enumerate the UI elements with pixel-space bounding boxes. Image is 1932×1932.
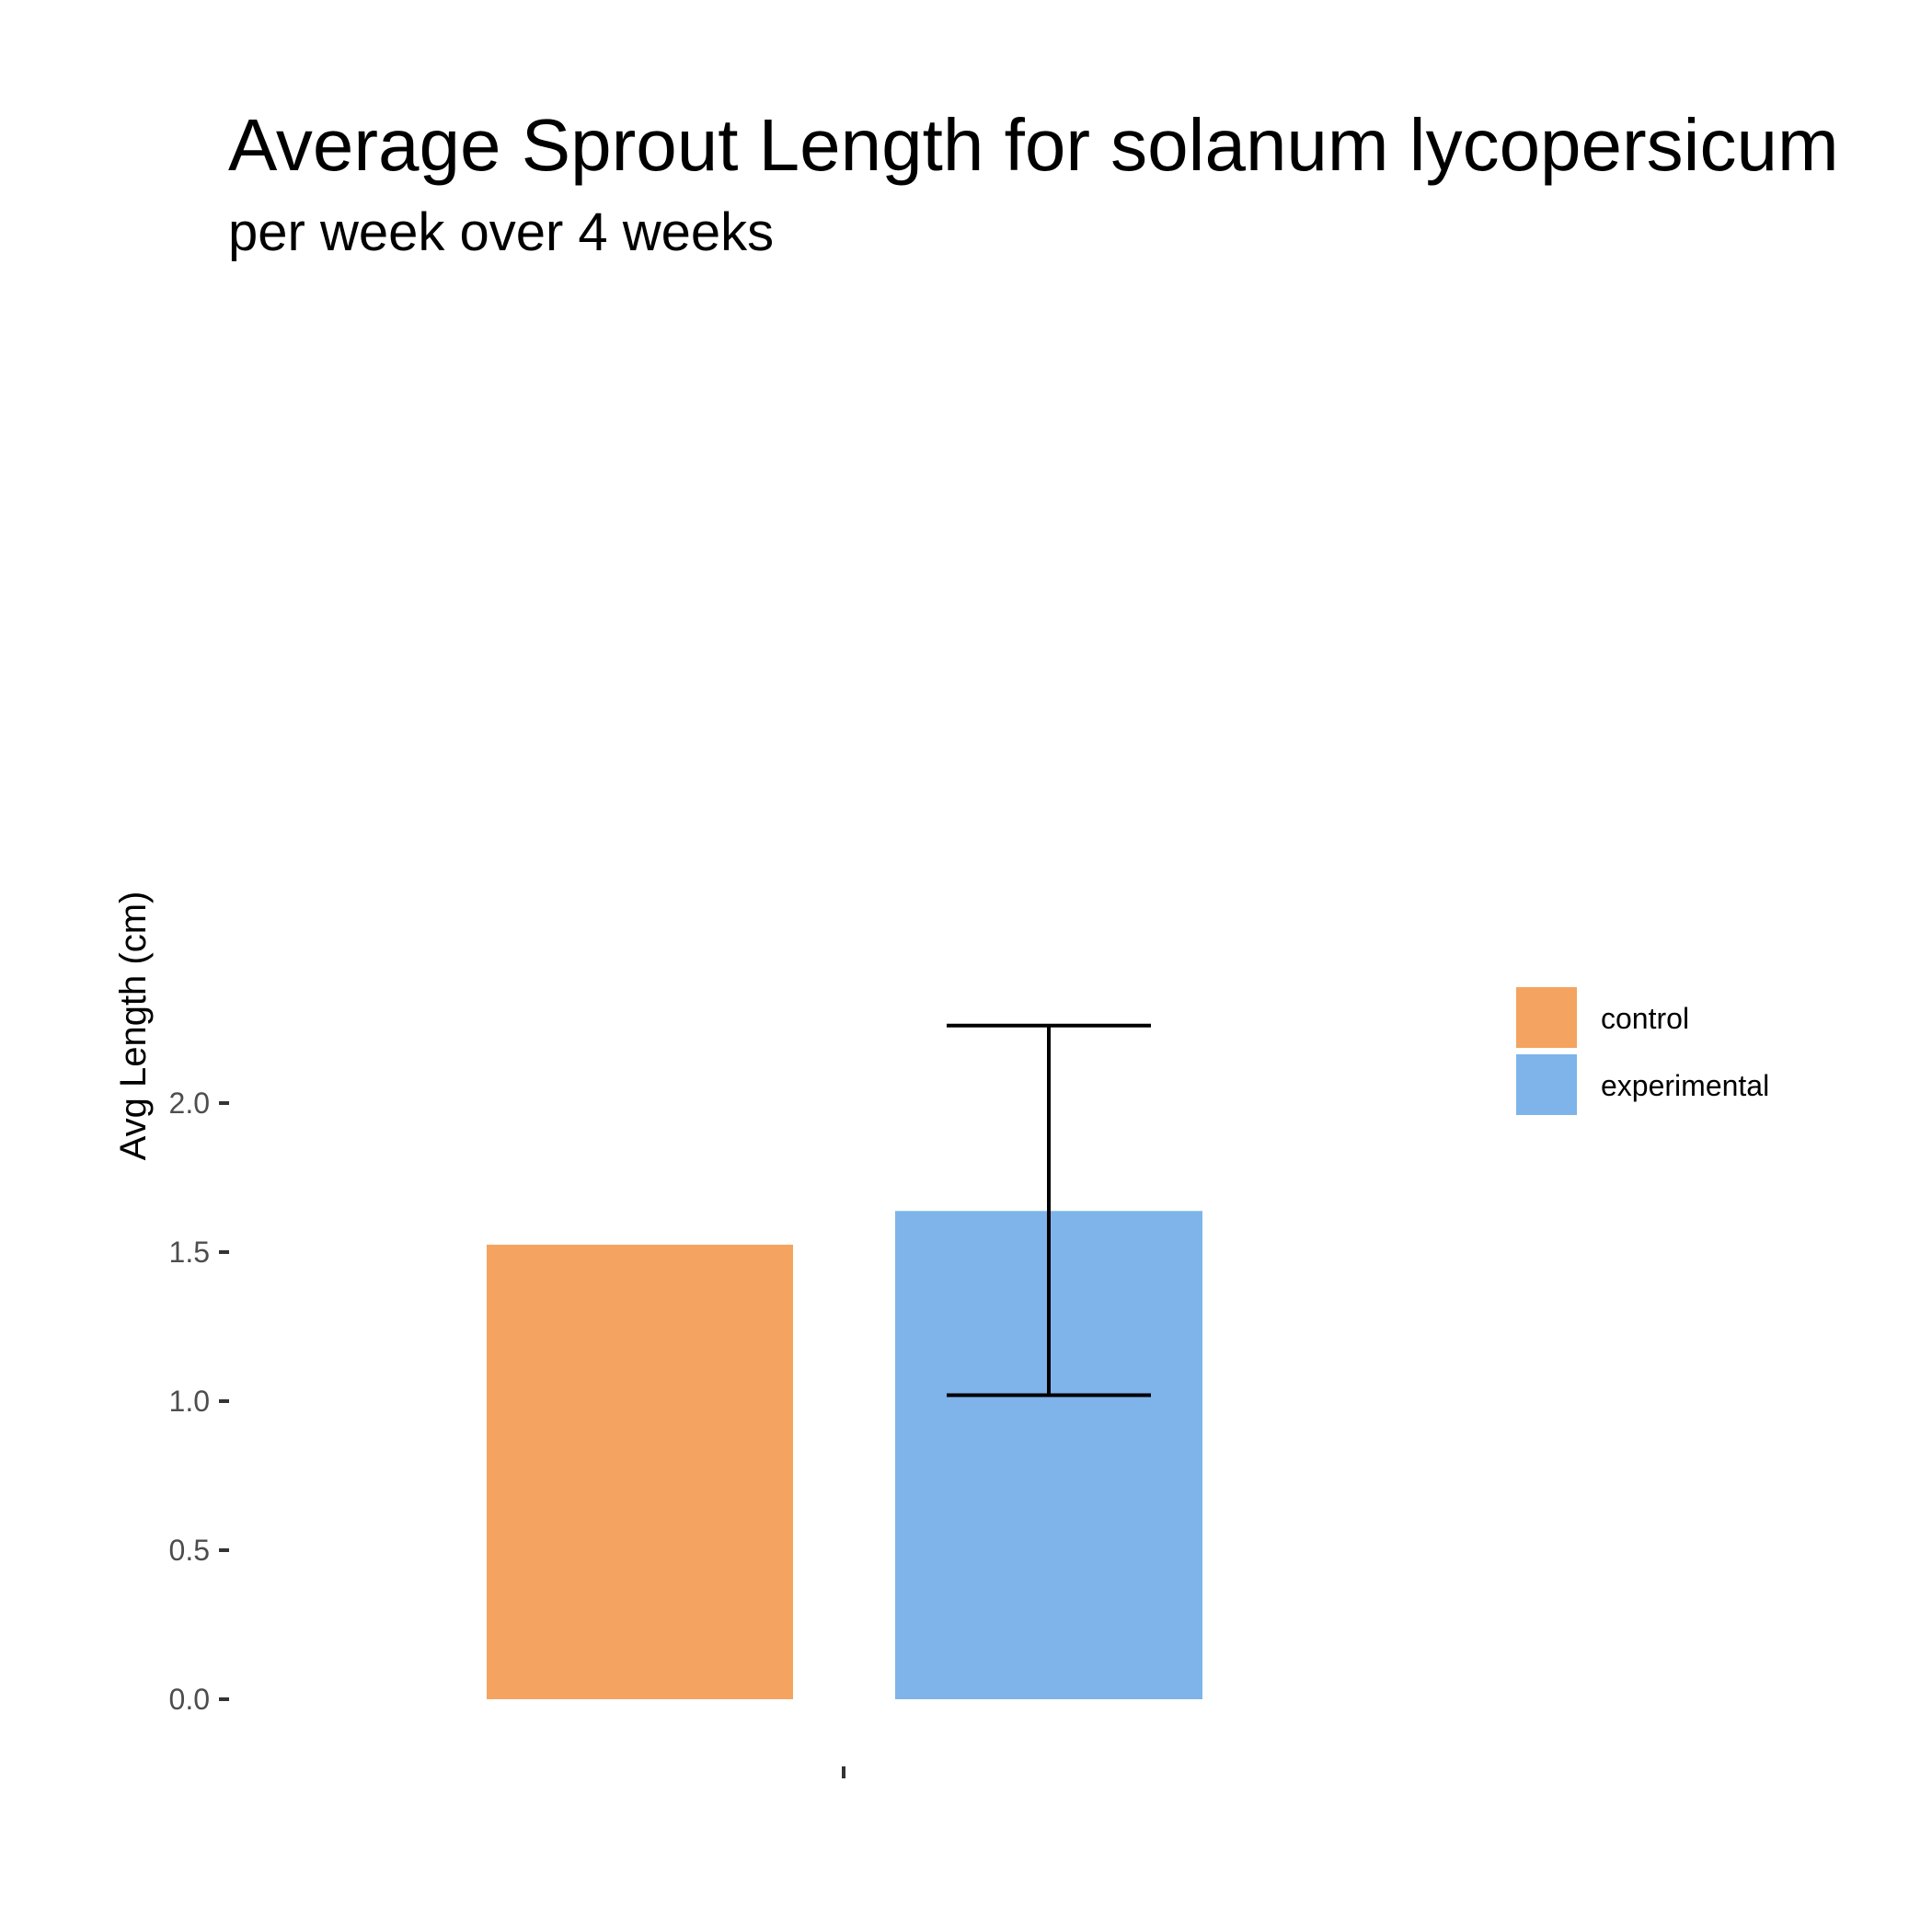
y-tick-label: 0.0 xyxy=(169,1683,210,1716)
chart-subtitle: per week over 4 weeks xyxy=(228,202,774,262)
y-tick-label: 1.5 xyxy=(169,1236,210,1269)
legend: control experimental xyxy=(1516,987,1769,1115)
legend-key-control xyxy=(1516,987,1577,1048)
y-tick-label: 0.5 xyxy=(169,1534,210,1567)
y-axis: 0.0 0.5 1.0 1.5 2.0 xyxy=(169,1087,229,1716)
bars xyxy=(487,1211,1202,1699)
legend-label-control: control xyxy=(1601,1002,1689,1035)
error-bars xyxy=(947,1023,1151,1397)
bar-control xyxy=(487,1244,793,1699)
legend-label-experimental: experimental xyxy=(1601,1069,1769,1102)
y-axis-title: Avg Length (cm) xyxy=(113,891,154,1161)
y-tick-label: 1.0 xyxy=(169,1385,210,1418)
chart-title: Average Sprout Length for solanum lycope… xyxy=(228,104,1839,186)
y-tick-label: 2.0 xyxy=(169,1087,210,1120)
legend-key-experimental xyxy=(1516,1054,1577,1115)
